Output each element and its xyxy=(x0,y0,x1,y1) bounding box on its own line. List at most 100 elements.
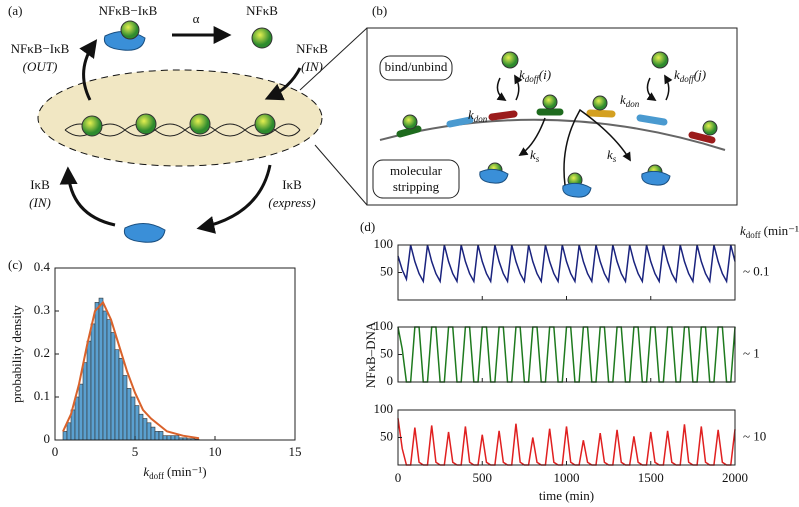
rate-label: kdoff(j) xyxy=(674,67,706,84)
x-axis-label: time (min) xyxy=(539,488,594,503)
symbol: k xyxy=(143,464,149,479)
protein-glyphs xyxy=(103,20,273,243)
nucleus xyxy=(37,69,323,167)
bar xyxy=(146,422,152,441)
y-tick-label: 0.1 xyxy=(34,388,50,403)
label: NFκB xyxy=(296,41,328,56)
rate-label: kdon xyxy=(620,92,640,109)
bar xyxy=(134,405,140,441)
label: (IN) xyxy=(29,195,51,210)
rate-label: ks xyxy=(530,147,540,164)
panel-label: (b) xyxy=(372,3,387,18)
y-tick-label: 0 xyxy=(387,373,394,388)
bar xyxy=(174,435,180,441)
line xyxy=(397,326,736,383)
connector xyxy=(314,144,368,206)
dna-strand xyxy=(379,118,726,151)
bar xyxy=(82,362,88,441)
subscript: doff xyxy=(746,230,761,240)
label: NFκB−IκB xyxy=(99,3,158,18)
panel-label: (a) xyxy=(8,3,22,18)
label: IκB xyxy=(282,177,302,192)
y-tick-label: 0 xyxy=(44,431,51,446)
bar xyxy=(158,431,164,441)
bar xyxy=(78,383,84,441)
y-tick-label: 100 xyxy=(374,401,394,416)
unit: (min⁻¹) xyxy=(764,223,799,238)
bar xyxy=(130,396,136,441)
connector xyxy=(299,27,368,91)
label: (OUT) xyxy=(23,59,58,74)
legend-label: ~ 1 xyxy=(743,345,760,360)
rate-label: kdoff(i) xyxy=(519,67,551,84)
y-axis-label: NFκB–DNA xyxy=(363,321,378,388)
bar xyxy=(118,357,124,441)
label: IκB xyxy=(30,177,50,192)
bar xyxy=(126,388,132,441)
x-tick-label: 2000 xyxy=(722,470,748,485)
x-tick-label: 10 xyxy=(209,444,222,459)
x-tick-label: 0 xyxy=(52,444,59,459)
bar xyxy=(98,297,104,441)
bar xyxy=(142,418,148,441)
y-tick-label: 100 xyxy=(374,318,394,333)
label: α xyxy=(193,11,200,26)
label: NFκB−IκB xyxy=(11,41,70,56)
x-tick-label: 1500 xyxy=(638,470,664,485)
legend-label: ~ 10 xyxy=(743,428,766,443)
bar xyxy=(122,375,128,441)
bar xyxy=(150,426,156,441)
arrows xyxy=(59,26,302,234)
panel-label: (c) xyxy=(8,257,22,272)
box-label: bind/unbind xyxy=(385,59,448,74)
bar xyxy=(90,323,96,441)
rate-label: kdon xyxy=(468,107,488,124)
nfkb-bound xyxy=(81,113,276,137)
y-tick-label: 0.2 xyxy=(34,345,50,360)
box-label: stripping xyxy=(393,179,440,194)
ikb xyxy=(479,168,671,198)
bar xyxy=(94,302,100,441)
sites xyxy=(396,108,716,144)
rate-label: ks xyxy=(607,147,617,164)
x-tick-label: 15 xyxy=(289,444,302,459)
axis-label: kdoff(min⁻¹) xyxy=(740,223,799,240)
bar xyxy=(62,431,68,441)
bar xyxy=(74,396,80,441)
subscript: doff xyxy=(149,471,164,481)
axes-frame xyxy=(397,244,736,301)
bar xyxy=(162,435,168,441)
symbol: k xyxy=(740,223,746,238)
bar xyxy=(138,413,144,441)
box xyxy=(372,159,460,199)
bar xyxy=(154,431,160,441)
y-tick-label: 0.4 xyxy=(34,259,51,274)
line xyxy=(397,244,736,284)
x-tick-label: 1000 xyxy=(554,470,580,485)
bar xyxy=(106,319,112,441)
x-tick-label: 5 xyxy=(132,444,139,459)
bar xyxy=(86,340,92,441)
label: (express) xyxy=(268,195,315,210)
x-tick-label: 500 xyxy=(473,470,493,485)
bar xyxy=(102,310,108,441)
unit: (min⁻¹) xyxy=(167,464,207,479)
panel-label: (d) xyxy=(360,219,375,234)
x-tick-label: 0 xyxy=(395,470,402,485)
fit-line xyxy=(62,300,200,440)
y-tick-label: 50 xyxy=(380,428,393,443)
zoom-box xyxy=(366,27,738,206)
bar xyxy=(110,332,116,441)
bar xyxy=(166,435,172,441)
label: NFκB xyxy=(246,3,278,18)
label: (IN) xyxy=(301,59,323,74)
axis-label: kdoff(min⁻¹) xyxy=(143,464,206,481)
bar xyxy=(66,422,72,441)
arrows xyxy=(496,74,673,186)
y-tick-label: 50 xyxy=(380,345,393,360)
y-axis-label: probability density xyxy=(9,305,24,403)
bar xyxy=(114,349,120,441)
line xyxy=(397,418,736,466)
